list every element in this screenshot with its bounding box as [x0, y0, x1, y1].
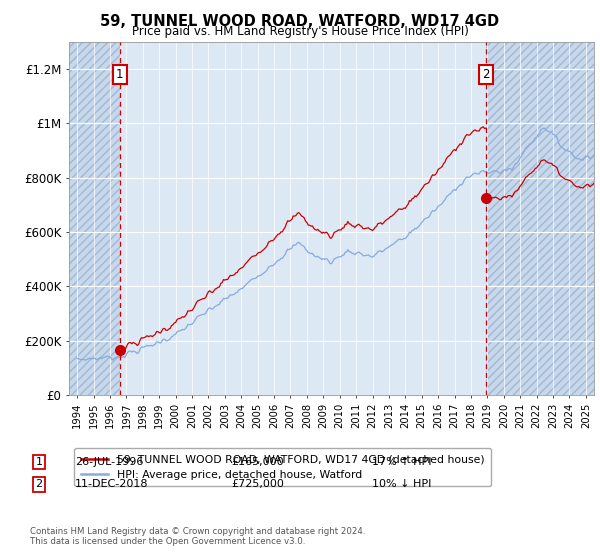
- Text: 59, TUNNEL WOOD ROAD, WATFORD, WD17 4GD: 59, TUNNEL WOOD ROAD, WATFORD, WD17 4GD: [100, 14, 500, 29]
- Bar: [69, 42, 119, 395]
- Legend: 59, TUNNEL WOOD ROAD, WATFORD, WD17 4GD (detached house), HPI: Average price, de: 59, TUNNEL WOOD ROAD, WATFORD, WD17 4GD …: [74, 448, 491, 486]
- Text: Contains HM Land Registry data © Crown copyright and database right 2024.
This d: Contains HM Land Registry data © Crown c…: [30, 526, 365, 546]
- Text: £725,000: £725,000: [231, 479, 284, 489]
- Text: 1: 1: [35, 457, 43, 467]
- Text: 10% ↓ HPI: 10% ↓ HPI: [372, 479, 431, 489]
- Text: 17% ↑ HPI: 17% ↑ HPI: [372, 457, 431, 467]
- Text: Price paid vs. HM Land Registry's House Price Index (HPI): Price paid vs. HM Land Registry's House …: [131, 25, 469, 38]
- Text: £165,000: £165,000: [231, 457, 284, 467]
- Text: 1: 1: [116, 68, 124, 81]
- Text: 26-JUL-1996: 26-JUL-1996: [75, 457, 143, 467]
- Text: 2: 2: [482, 68, 490, 81]
- Text: 11-DEC-2018: 11-DEC-2018: [75, 479, 149, 489]
- Bar: [486, 42, 594, 395]
- Text: 2: 2: [35, 479, 43, 489]
